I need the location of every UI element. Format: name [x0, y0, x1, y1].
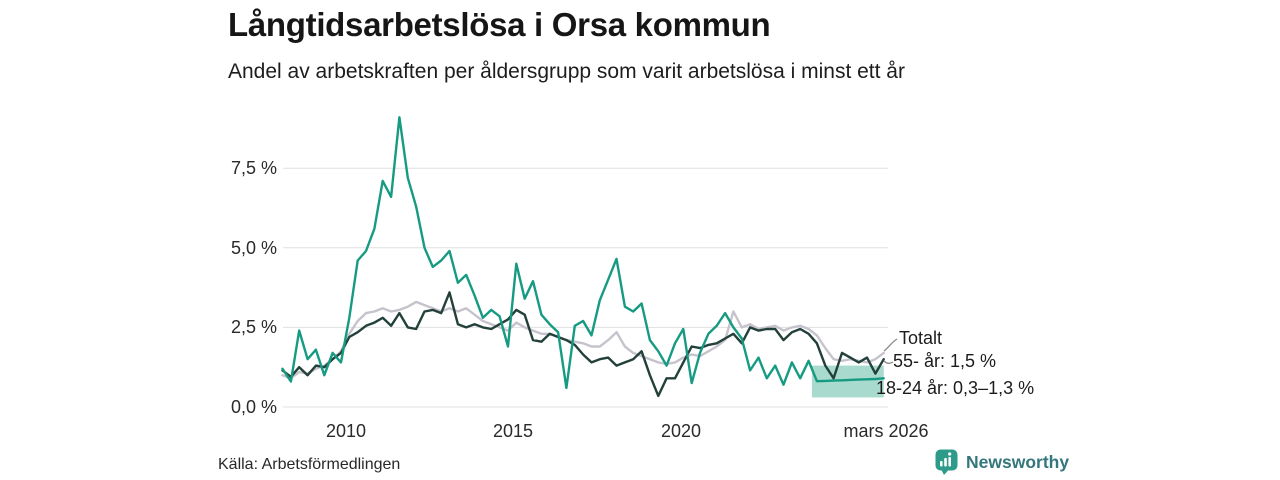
series-label-55-ar: 55- år: 1,5 % [893, 351, 997, 371]
brand-name: Newsworthy [966, 451, 1070, 472]
page-title: Långtidsarbetslösa i Orsa kommun [228, 6, 771, 43]
brand-logo: Newsworthy [935, 449, 1069, 475]
y-tick-0: 0,0 % [230, 397, 277, 417]
x-tick-2015: 2015 [492, 421, 534, 441]
source-note: Källa: Arbetsförmedlingen [218, 456, 401, 473]
newsworthy-logo-icon [935, 449, 958, 475]
chart-subtitle: Andel av arbetskraften per åldersgrupp s… [228, 60, 905, 83]
series-label-totalt: Totalt [899, 328, 943, 348]
x-tick-mars-2026: mars 2026 [843, 421, 929, 441]
y-tick-5-0: 5,0 % [230, 238, 277, 258]
series-label-18-24-ar: 18-24 år: 0,3–1,3 % [876, 378, 1035, 398]
x-tick-2020: 2020 [660, 421, 702, 441]
x-tick-2010: 2010 [325, 421, 367, 441]
y-tick-2-5: 2,5 % [230, 317, 277, 337]
y-tick-7-5: 7,5 % [230, 158, 277, 178]
